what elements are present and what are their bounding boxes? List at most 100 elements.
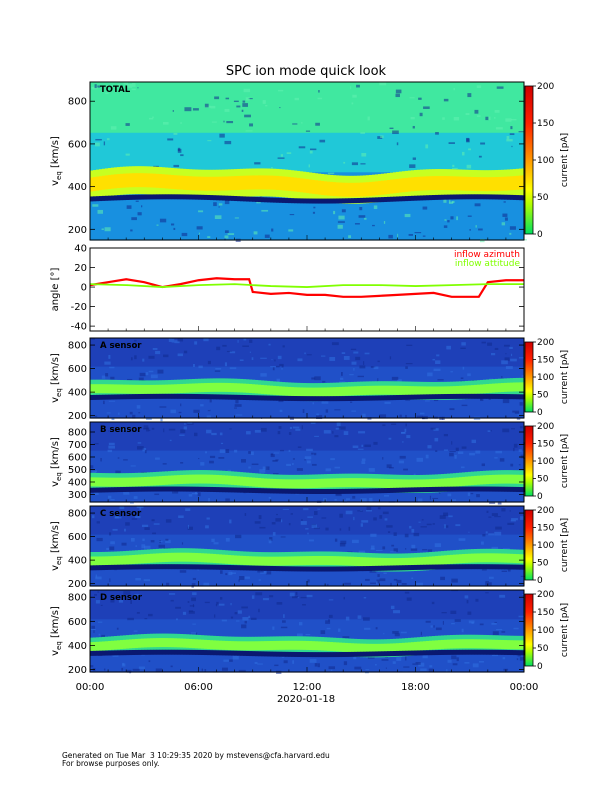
heatmap-cell — [405, 366, 408, 369]
heatmap-low-cell — [174, 393, 178, 399]
heatmap-core-peak — [393, 643, 397, 653]
heatmap-low-cell — [309, 652, 313, 658]
heatmap-cell — [114, 515, 119, 519]
heatmap-low-cell — [417, 650, 421, 656]
heatmap-cell — [91, 86, 98, 90]
heatmap-cell — [125, 522, 130, 526]
heatmap-cell — [250, 451, 254, 456]
heatmap-cell — [425, 454, 429, 459]
heatmap-cell — [170, 599, 174, 602]
heatmap-core-peak — [165, 475, 169, 485]
heatmap-cell — [315, 122, 320, 126]
heatmap-low-cell — [204, 486, 208, 492]
heatmap-low-cell — [234, 394, 238, 400]
heatmap-low-cell — [504, 194, 508, 200]
heatmap-cell — [396, 657, 402, 661]
heatmap-core-peak — [480, 177, 484, 192]
heatmap-low-cell — [294, 396, 298, 402]
heatmap-core-peak — [231, 475, 235, 485]
heatmap-low-cell — [198, 394, 202, 400]
heatmap-low-cell — [270, 488, 274, 494]
legend-entry: inflow azimuth — [454, 250, 520, 260]
heatmap-core-peak — [165, 638, 169, 648]
heatmap-cell — [296, 468, 303, 471]
heatmap-cell — [357, 510, 361, 512]
heatmap-core-peak — [177, 552, 181, 562]
heatmap-cell — [501, 508, 506, 512]
heatmap-core-peak — [396, 385, 400, 395]
heatmap-cell — [425, 400, 430, 402]
heatmap-core-peak — [222, 640, 226, 650]
heatmap-low-cell — [276, 488, 280, 494]
heatmap-low-cell — [306, 396, 310, 402]
heatmap-core-peak — [201, 474, 205, 484]
heatmap-core-peak — [471, 385, 475, 395]
heatmap-low-cell — [282, 566, 286, 572]
heatmap-core-peak — [405, 479, 409, 489]
heatmap-low-cell — [198, 564, 202, 570]
heatmap-core-peak — [438, 640, 442, 650]
heatmap-cell — [134, 339, 137, 342]
heatmap-cell — [108, 354, 111, 359]
heatmap-cell — [447, 659, 452, 663]
heatmap-low-cell — [519, 564, 523, 570]
heatmap-cell — [330, 458, 335, 461]
heatmap-core-peak — [282, 176, 286, 191]
heatmap-core-peak — [363, 557, 367, 567]
heatmap-cell — [209, 455, 216, 459]
heatmap-cell — [517, 414, 520, 416]
heatmap-core-peak — [375, 385, 379, 395]
heatmap-core-peak — [330, 478, 334, 488]
heatmap-low-cell — [246, 395, 250, 401]
heatmap-low-cell — [237, 394, 241, 400]
heatmap-cell — [251, 463, 259, 466]
heatmap-cell — [141, 524, 149, 527]
heatmap-core-peak — [222, 382, 226, 392]
heatmap-cell — [379, 515, 383, 519]
heatmap-low-cell — [441, 194, 445, 200]
heatmap-row — [90, 540, 524, 544]
heatmap-core-peak — [300, 556, 304, 566]
heatmap-cell — [506, 139, 513, 142]
heatmap-core-peak — [171, 174, 175, 189]
heatmap-core-peak — [132, 554, 136, 564]
heatmap-low-cell — [216, 195, 220, 201]
heatmap-low-cell — [459, 393, 463, 399]
y-tick-label: 800 — [68, 428, 87, 439]
heatmap-core-peak — [462, 476, 466, 486]
heatmap-core-peak — [462, 385, 466, 395]
heatmap-core-peak — [441, 176, 445, 191]
heatmap-low-cell — [291, 488, 295, 494]
heatmap-low-cell — [201, 486, 205, 492]
heatmap-core-peak — [357, 386, 361, 396]
heatmap-core-peak — [114, 640, 118, 650]
heatmap-cell — [328, 599, 334, 601]
heatmap-low-cell — [234, 565, 238, 571]
heatmap-core-peak — [312, 479, 316, 489]
heatmap-low-cell — [138, 649, 142, 655]
heatmap-low-cell — [213, 394, 217, 400]
heatmap-cell — [279, 409, 283, 413]
heatmap-cell — [137, 442, 142, 444]
heatmap-core-peak — [249, 384, 253, 394]
heatmap-low-cell — [450, 564, 454, 570]
heatmap-low-cell — [291, 198, 295, 204]
heatmap-row — [90, 166, 524, 173]
heatmap-low-cell — [108, 487, 112, 493]
heatmap-cell — [249, 123, 254, 127]
heatmap-cell — [452, 499, 457, 502]
heatmap-cell — [234, 404, 242, 407]
colorbar-tick-label: 50 — [537, 644, 549, 654]
heatmap-core-peak — [237, 383, 241, 393]
heatmap-low-cell — [234, 650, 238, 656]
heatmap-core-peak — [321, 387, 325, 397]
y-axis-label: veq [km/s] — [50, 136, 63, 186]
heatmap-core-peak — [132, 639, 136, 649]
heatmap-core-peak — [192, 552, 196, 562]
heatmap-low-cell — [420, 487, 424, 493]
heatmap-cell — [348, 235, 352, 239]
heatmap-cell — [90, 465, 94, 469]
heatmap-cell — [410, 548, 418, 551]
heatmap-core-peak — [120, 555, 124, 565]
heatmap-low-cell — [423, 650, 427, 656]
